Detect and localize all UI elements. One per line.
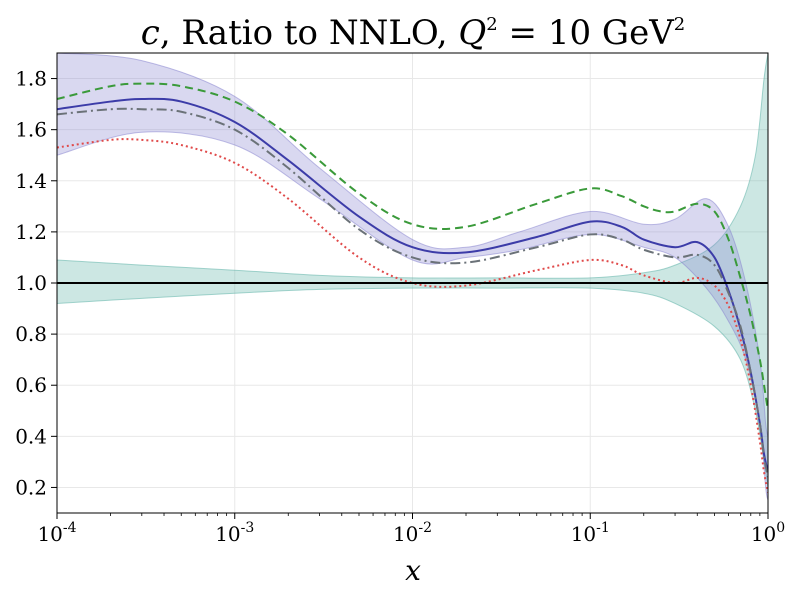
title-text: , Ratio to NNLO,	[160, 13, 459, 53]
y-tick-labels: 0.2 0.4 0.6 0.8 1.0 1.2 1.4 1.6 1.8	[15, 67, 47, 500]
axis-ticks	[51, 78, 769, 519]
y-tick-label: 1.2	[15, 220, 47, 244]
y-tick-label: 1.0	[15, 271, 47, 295]
x-tick-exponent: -3	[241, 520, 255, 536]
x-tick-exponent: -1	[596, 520, 610, 536]
y-tick-label: 0.2	[15, 475, 47, 499]
x-tick-labels: 10-4 10-3 10-2 10-1 100	[37, 520, 785, 546]
x-tick-base: 10	[751, 522, 776, 546]
title-flavour: c	[141, 13, 160, 53]
band-0	[57, 53, 768, 488]
x-tick-exponent: -2	[418, 520, 432, 536]
band-1	[57, 53, 768, 501]
title-scale-exponent: 2	[486, 14, 497, 35]
title-equation: = 10 GeV	[498, 13, 675, 53]
x-tick-base: 10	[571, 522, 596, 546]
x-tick-label: 10-1	[571, 520, 610, 546]
x-tick-label: 100	[751, 520, 785, 546]
x-tick-label: 10-3	[215, 520, 254, 546]
x-tick-label: 10-2	[393, 520, 432, 546]
series-lines	[57, 82, 768, 493]
y-tick-label: 0.4	[15, 424, 47, 448]
x-tick-base: 10	[393, 522, 418, 546]
series-line-3	[57, 138, 768, 493]
y-tick-label: 0.8	[15, 322, 47, 346]
x-tick-label: 10-4	[37, 520, 76, 546]
x-axis-label: x	[405, 554, 421, 587]
series-line-1	[57, 82, 768, 411]
y-tick-label: 0.6	[15, 373, 47, 397]
series-line-2	[57, 107, 768, 478]
y-tick-label: 1.4	[15, 169, 47, 193]
x-tick-base: 10	[215, 522, 240, 546]
chart-title: c, Ratio to NNLO, Q2 = 10 GeV2	[141, 13, 685, 53]
y-tick-label: 1.6	[15, 118, 47, 142]
y-tick-label: 1.8	[15, 67, 47, 91]
x-tick-exponent: 0	[776, 520, 785, 536]
title-scale: Q	[458, 13, 486, 53]
uncertainty-bands	[57, 53, 768, 501]
x-tick-exponent: -4	[63, 520, 77, 536]
title-unit-exponent: 2	[674, 14, 685, 35]
x-tick-base: 10	[37, 522, 62, 546]
